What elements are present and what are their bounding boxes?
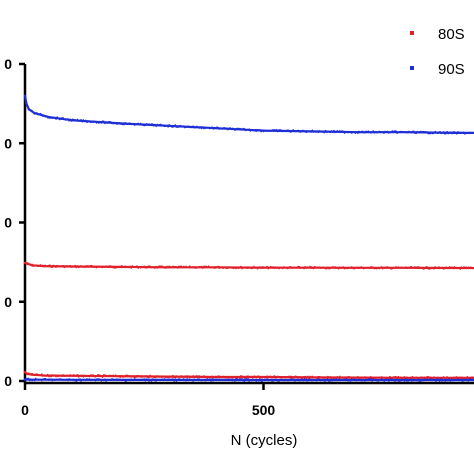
y-axis-ticks: 0 0 0 0 0 [4, 56, 25, 389]
data-point [167, 378, 170, 381]
data-point [33, 112, 36, 115]
data-point [453, 267, 456, 269]
series-texture [24, 262, 474, 270]
data-point [310, 266, 313, 269]
series-texture [24, 370, 474, 380]
data-point [71, 119, 74, 122]
legend-entry-80s: 80S [410, 26, 465, 43]
data-point [357, 376, 360, 379]
data-point [262, 266, 265, 269]
data-point [28, 378, 31, 381]
data-point [453, 131, 456, 134]
data-point [357, 131, 360, 134]
data-point [167, 375, 170, 378]
legend-swatch-80s [410, 31, 414, 35]
y-tick-label: 0 [4, 56, 12, 72]
legend-swatch-90s [410, 66, 414, 70]
data-point [24, 378, 26, 381]
x-tick-label: 500 [252, 402, 276, 418]
legend-entry-90s: 90S [410, 61, 465, 78]
data-point [25, 102, 28, 105]
x-axis-title: N (cycles) [231, 432, 298, 449]
series-90s-3 [24, 377, 474, 382]
data-point [27, 108, 30, 111]
x-tick-label: 0 [21, 402, 29, 418]
data-point [119, 122, 122, 125]
data-point [24, 371, 26, 374]
legend: 80S 90S [410, 26, 465, 78]
data-point [31, 373, 34, 376]
series-texture [24, 377, 474, 382]
data-point [167, 124, 170, 127]
y-tick-label: 0 [4, 215, 12, 231]
data-point [26, 262, 29, 265]
y-tick-label: 0 [4, 373, 12, 389]
x-axis-ticks: 0 500 [21, 383, 275, 418]
legend-label-90s: 90S [438, 61, 465, 78]
y-tick-label: 0 [4, 135, 12, 151]
data-point [310, 130, 313, 133]
data-point [119, 375, 122, 378]
series-80s-0 [24, 261, 474, 270]
series-texture [24, 96, 474, 135]
data-point [24, 94, 26, 97]
series-80s-1 [24, 370, 474, 380]
series-line [23, 95, 474, 134]
series-layer [23, 94, 474, 382]
data-point [47, 116, 50, 119]
data-point [31, 264, 34, 267]
data-point [262, 129, 265, 132]
series-90s-2 [23, 94, 474, 135]
y-tick-label: 0 [4, 294, 12, 310]
legend-label-80s: 80S [438, 26, 465, 43]
